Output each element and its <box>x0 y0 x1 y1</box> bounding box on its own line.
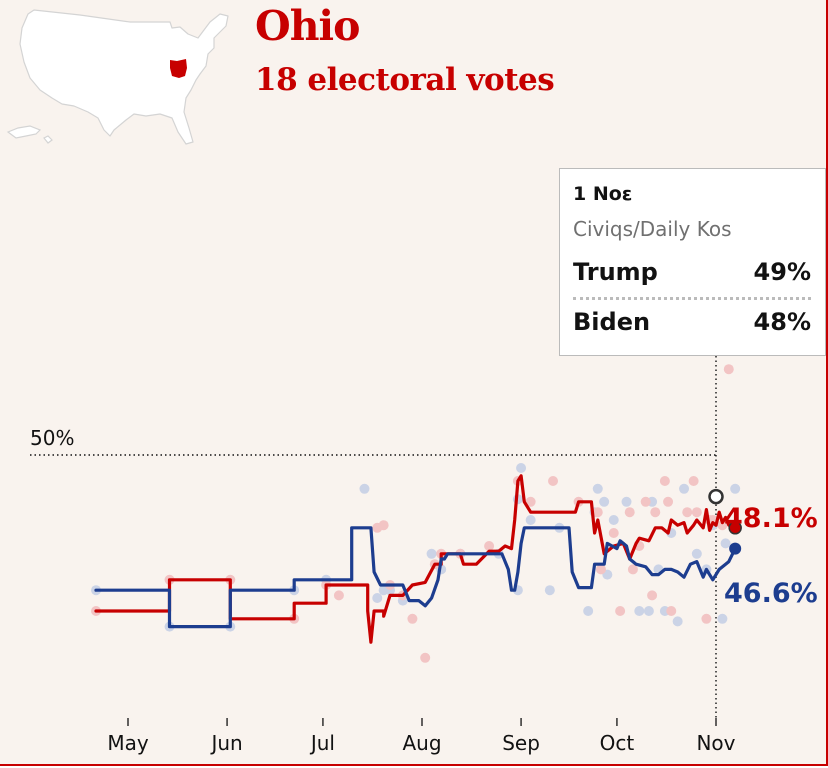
trend-lines <box>94 474 737 644</box>
biden-poll-dot <box>730 483 741 494</box>
trump-end-label: 48.1% <box>724 503 818 534</box>
x-tick-label: Aug <box>402 731 441 755</box>
trump-poll-dot <box>650 507 661 518</box>
biden-end-marker <box>729 542 742 555</box>
hawaii-shape <box>43 135 53 144</box>
reference-line-group: 50% <box>30 426 716 456</box>
biden-poll-dot <box>372 593 383 603</box>
x-axis-ticks: May Jun Jul Aug Sep Oct Nov <box>107 718 736 755</box>
biden-poll-dot <box>672 616 683 627</box>
biden-poll-dot <box>720 538 731 549</box>
trump-poll-dot <box>659 476 670 486</box>
biden-poll-dot <box>583 606 594 616</box>
biden-poll-dot <box>426 548 437 559</box>
biden-poll-dot <box>679 483 690 494</box>
tooltip-row-biden: Biden 48% <box>573 308 811 338</box>
biden-poll-dot <box>544 585 555 596</box>
trump-poll-dot <box>701 613 712 624</box>
x-tick-label: Jun <box>209 731 242 755</box>
tooltip-date: 1 Noε <box>573 183 633 205</box>
trump-poll-dot <box>640 496 651 507</box>
trump-poll-dot <box>378 520 389 531</box>
trump-end-marker <box>728 521 742 535</box>
trump-poll-dot <box>608 528 619 538</box>
biden-poll-dot <box>643 606 654 616</box>
x-tick-label: Nov <box>696 731 735 755</box>
fifty-percent-label: 50% <box>30 426 74 450</box>
tooltip-candidate-name: Biden <box>573 308 651 336</box>
trump-poll-dot <box>663 496 674 507</box>
tooltip-candidate-value: 49% <box>753 258 811 286</box>
end-markers <box>708 488 742 555</box>
biden-end-label: 46.6% <box>724 578 818 609</box>
trump-poll-dot <box>717 520 728 531</box>
trump-poll-dot <box>627 564 638 575</box>
trump-poll-dot <box>484 541 495 551</box>
biden-poll-dot <box>599 496 610 507</box>
trump-poll-dot <box>420 652 431 663</box>
biden-poll-dot <box>608 515 619 525</box>
x-tick-label: Jul <box>309 731 335 755</box>
trump-trend-line <box>94 474 737 644</box>
biden-poll-dot <box>525 515 536 525</box>
trump-poll-dot <box>688 476 699 486</box>
tooltip-candidate-name: Trump <box>573 258 658 286</box>
x-tick-label: Sep <box>502 731 540 755</box>
trump-poll-dot <box>333 590 344 601</box>
tooltip-row-trump: Trump 49% <box>573 258 811 288</box>
x-tick-label: May <box>107 731 149 755</box>
trump-poll-dot <box>592 507 603 518</box>
trump-poll-dot <box>691 507 702 518</box>
x-tick-label: Oct <box>600 731 635 755</box>
trump-poll-dot <box>723 364 734 375</box>
trump-poll-dot <box>548 476 559 486</box>
selected-poll-marker <box>708 488 724 505</box>
electoral-votes: 18 electoral votes <box>255 62 555 98</box>
biden-trend-line <box>94 526 737 629</box>
poll-tooltip: 1 Noε Civiqs/Daily Kos Trump 49% Biden 4… <box>559 168 826 356</box>
trump-poll-dot <box>682 507 693 518</box>
tooltip-candidate-value: 48% <box>753 308 811 336</box>
us-map-icon <box>6 9 229 145</box>
trump-poll-dot <box>407 613 418 624</box>
us-outline <box>19 9 229 145</box>
tooltip-pollster: Civiqs/Daily Kos <box>573 217 732 241</box>
alaska-shape <box>6 125 42 139</box>
trump-poll-dot <box>666 606 677 616</box>
biden-poll-dot <box>621 496 632 507</box>
trump-poll-dot <box>615 606 626 616</box>
biden-poll-dot <box>592 483 603 494</box>
biden-poll-dot <box>717 613 728 624</box>
poll-dots <box>91 364 741 663</box>
state-title: Ohio <box>255 2 360 50</box>
trump-poll-dot <box>525 496 536 507</box>
biden-poll-dot <box>516 463 527 473</box>
trump-poll-dot <box>595 564 606 575</box>
ohio-state-icon <box>170 59 187 78</box>
trump-poll-dot <box>647 590 658 601</box>
biden-poll-dot <box>691 548 702 559</box>
biden-poll-dot <box>359 483 370 494</box>
tooltip-divider <box>573 297 811 300</box>
biden-poll-dot <box>634 606 645 616</box>
trump-poll-dot <box>624 507 635 518</box>
